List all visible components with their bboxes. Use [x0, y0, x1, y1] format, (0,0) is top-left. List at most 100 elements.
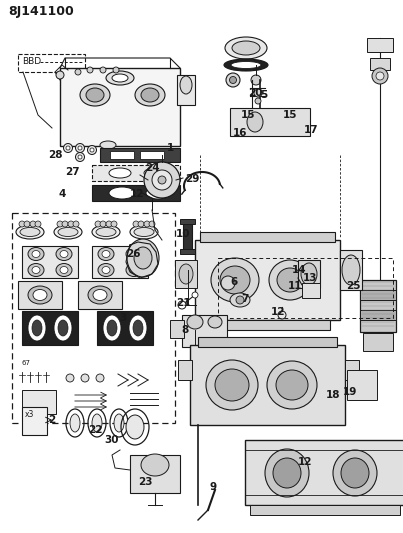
Ellipse shape — [54, 315, 72, 341]
Circle shape — [255, 98, 261, 104]
Circle shape — [78, 155, 82, 159]
Text: 12: 12 — [130, 189, 144, 199]
Ellipse shape — [33, 289, 47, 301]
Ellipse shape — [208, 316, 222, 328]
Ellipse shape — [127, 239, 159, 277]
Circle shape — [66, 374, 74, 382]
Circle shape — [57, 221, 63, 227]
Text: 23: 23 — [138, 477, 152, 487]
Ellipse shape — [144, 168, 166, 178]
Bar — [92, 165, 180, 181]
Bar — [218, 258, 393, 318]
Bar — [100, 148, 180, 162]
Circle shape — [100, 221, 106, 227]
Ellipse shape — [80, 84, 110, 106]
Bar — [92, 185, 180, 201]
Bar — [22, 390, 56, 414]
Bar — [175, 260, 197, 288]
Text: 27: 27 — [65, 167, 79, 177]
Circle shape — [192, 292, 198, 298]
Ellipse shape — [273, 458, 301, 488]
Bar — [92, 246, 148, 278]
Ellipse shape — [133, 320, 143, 336]
Ellipse shape — [58, 228, 78, 237]
Circle shape — [138, 221, 144, 227]
Circle shape — [66, 146, 70, 150]
Text: 25: 25 — [346, 281, 360, 291]
Bar — [360, 290, 396, 300]
Ellipse shape — [220, 266, 250, 294]
Ellipse shape — [98, 263, 114, 277]
Ellipse shape — [28, 263, 44, 277]
Ellipse shape — [93, 289, 107, 301]
Ellipse shape — [135, 84, 165, 106]
Bar — [360, 310, 396, 320]
Ellipse shape — [96, 228, 116, 237]
Ellipse shape — [211, 258, 259, 302]
Text: x3: x3 — [25, 410, 34, 419]
Ellipse shape — [126, 247, 142, 261]
Circle shape — [251, 75, 261, 85]
Circle shape — [113, 67, 119, 73]
Bar — [182, 315, 227, 347]
Circle shape — [376, 72, 384, 80]
Ellipse shape — [180, 76, 192, 94]
Ellipse shape — [187, 315, 203, 329]
Circle shape — [226, 73, 240, 87]
Text: 15: 15 — [283, 110, 297, 120]
Bar — [130, 455, 180, 493]
Circle shape — [19, 221, 25, 227]
Text: 14: 14 — [292, 265, 306, 275]
Text: 21: 21 — [176, 298, 190, 308]
Bar — [230, 108, 310, 136]
Circle shape — [73, 221, 79, 227]
Text: 29: 29 — [185, 174, 199, 184]
Circle shape — [87, 146, 96, 155]
Circle shape — [95, 221, 101, 227]
Circle shape — [81, 374, 89, 382]
Text: 8: 8 — [181, 325, 189, 335]
Ellipse shape — [130, 251, 138, 257]
Ellipse shape — [58, 320, 68, 336]
Circle shape — [158, 176, 166, 184]
Bar — [347, 370, 377, 400]
Ellipse shape — [106, 71, 134, 85]
Circle shape — [144, 221, 150, 227]
Circle shape — [178, 301, 186, 309]
Bar — [367, 38, 393, 52]
Text: 28: 28 — [48, 150, 62, 160]
Text: 12: 12 — [271, 307, 285, 317]
Ellipse shape — [16, 225, 44, 239]
Bar — [22, 311, 78, 345]
Bar — [205, 320, 330, 330]
Ellipse shape — [134, 228, 154, 237]
Text: BBD: BBD — [22, 57, 41, 66]
Bar — [298, 260, 320, 288]
Ellipse shape — [126, 415, 144, 439]
Text: 18: 18 — [326, 390, 340, 400]
Circle shape — [149, 221, 155, 227]
Circle shape — [62, 221, 68, 227]
Ellipse shape — [102, 266, 110, 273]
Ellipse shape — [114, 414, 124, 432]
Ellipse shape — [232, 41, 260, 55]
Circle shape — [24, 221, 30, 227]
Bar — [178, 360, 192, 380]
Bar — [245, 440, 403, 505]
Circle shape — [111, 221, 117, 227]
Ellipse shape — [276, 370, 308, 400]
Ellipse shape — [134, 247, 152, 269]
Ellipse shape — [60, 251, 68, 257]
Ellipse shape — [32, 251, 40, 257]
Bar — [78, 281, 122, 309]
Circle shape — [30, 221, 36, 227]
Bar — [170, 320, 184, 338]
Ellipse shape — [342, 255, 360, 285]
Ellipse shape — [109, 187, 135, 199]
Ellipse shape — [102, 251, 110, 257]
Bar — [22, 246, 78, 278]
Ellipse shape — [269, 260, 311, 300]
Bar — [345, 360, 359, 380]
Bar — [250, 505, 400, 515]
Text: 22: 22 — [88, 425, 102, 435]
